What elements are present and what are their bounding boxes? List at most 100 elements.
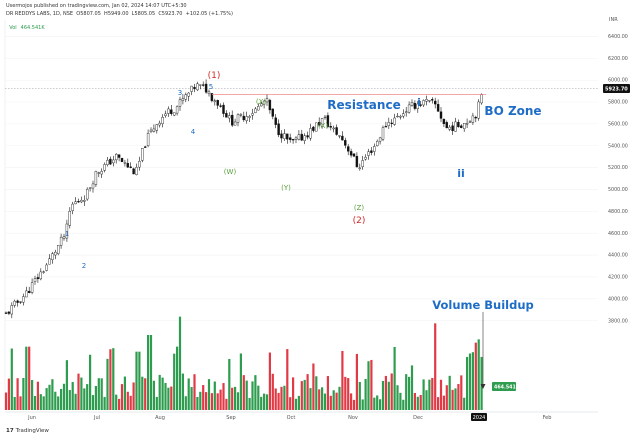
candle	[471, 112, 475, 125]
candle	[135, 163, 138, 176]
volume-bar	[100, 378, 103, 410]
candle	[172, 112, 176, 117]
candle	[468, 119, 472, 123]
volume-bar	[216, 393, 219, 410]
volume-bar	[83, 388, 86, 410]
candle	[68, 207, 72, 229]
volume-bar	[39, 394, 42, 410]
tradingview-logo[interactable]: 17 TradingView	[6, 428, 49, 434]
volume-bar	[271, 373, 274, 410]
volume-bar	[123, 376, 126, 410]
volume-bar	[384, 375, 387, 410]
candle	[260, 101, 263, 107]
volume-bar	[442, 395, 445, 410]
volume-bar	[187, 378, 190, 410]
time-axis: Jun Jul Aug Sep Oct Nov Dec 2024 Feb	[5, 411, 598, 421]
candle	[373, 143, 376, 156]
volume-bar	[242, 375, 245, 410]
volume-bar	[329, 395, 332, 410]
volume-bar	[405, 374, 408, 410]
candle	[71, 201, 74, 215]
candle	[181, 94, 185, 105]
candle	[384, 121, 388, 128]
candle	[175, 105, 179, 116]
volume-bar	[387, 381, 390, 410]
candle	[16, 299, 19, 307]
candle	[352, 153, 356, 158]
candle	[309, 123, 312, 141]
candle	[184, 92, 188, 103]
volume-bar	[251, 381, 254, 410]
price-tick-label: 6000.00	[608, 78, 628, 84]
volume-bar	[321, 387, 324, 410]
candle	[74, 197, 77, 205]
candle	[85, 187, 89, 201]
candle	[158, 120, 161, 128]
volume-bar	[376, 395, 379, 410]
candle	[477, 99, 480, 121]
volume-bar	[410, 365, 414, 410]
volume-bar	[126, 391, 129, 410]
candle	[146, 129, 150, 148]
candle	[387, 117, 390, 129]
volume-bar	[425, 390, 428, 410]
volume-bar	[399, 392, 402, 410]
candle	[109, 156, 112, 166]
volume-bar	[344, 376, 347, 410]
volume-bar	[45, 388, 48, 410]
volume-bar	[219, 389, 222, 410]
volume-bar	[161, 377, 164, 410]
volume-bar	[164, 382, 167, 410]
candle	[77, 198, 80, 203]
volume-bar	[474, 342, 477, 410]
volume-bar	[4, 392, 8, 410]
candle	[480, 93, 483, 105]
volume-bar	[294, 398, 298, 410]
candle	[297, 130, 301, 141]
volume-bar	[167, 387, 170, 410]
candle	[419, 100, 422, 108]
time-tick-label: 2024	[473, 415, 486, 421]
candle	[294, 136, 298, 144]
symbol-ohlc-line: DR REDDYS LABS, 1D, NSE O5807.05 H5949.0…	[6, 11, 233, 17]
candle	[326, 112, 330, 129]
volume-bar	[7, 378, 10, 410]
candle	[230, 110, 234, 127]
candle	[454, 117, 457, 132]
candle	[219, 103, 222, 108]
volume-bar	[196, 397, 199, 410]
wave-2-minor-label: 2	[82, 262, 86, 270]
volume-bar	[300, 381, 303, 410]
candle	[291, 138, 295, 144]
candle	[213, 98, 217, 106]
volume-bar	[381, 380, 385, 410]
volume-bar	[350, 393, 353, 410]
candle	[45, 262, 48, 272]
currency-label: INR	[609, 17, 618, 23]
wave-z-label: (Z)	[354, 204, 365, 212]
candle	[262, 100, 266, 109]
candle	[152, 124, 156, 133]
volume-bar	[65, 360, 68, 410]
candle	[448, 125, 451, 132]
volume-bar	[367, 361, 370, 410]
volume-bar	[225, 398, 228, 410]
candle	[207, 89, 211, 97]
time-tick-label: Aug	[155, 415, 165, 421]
candle	[248, 114, 251, 122]
volume-bar	[268, 352, 271, 410]
volume-bar	[361, 399, 364, 410]
candle	[323, 115, 327, 120]
candle	[204, 79, 208, 94]
candle	[306, 131, 309, 140]
price-tick-label: 5800.00	[608, 100, 628, 106]
candle	[143, 145, 147, 149]
volume-bar	[379, 399, 382, 410]
wave-x-label: (X)	[256, 98, 267, 106]
candle	[106, 156, 109, 167]
wave-5-minor-label: 5	[209, 83, 213, 91]
candle	[465, 118, 469, 129]
candle	[413, 100, 417, 111]
candle	[236, 113, 240, 127]
